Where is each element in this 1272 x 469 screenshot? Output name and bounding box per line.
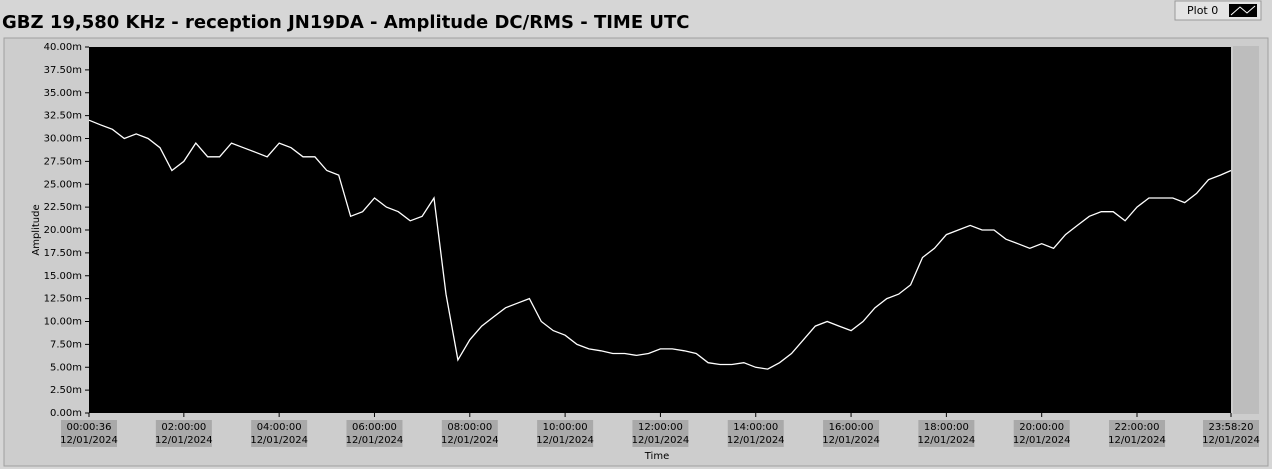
y-tick-label: 25.00m bbox=[44, 179, 82, 190]
x-tick-date: 12/01/2024 bbox=[60, 435, 118, 446]
x-tick-date: 12/01/2024 bbox=[441, 435, 499, 446]
y-tick-label: 5.00m bbox=[50, 362, 82, 373]
y-tick-label: 32.50m bbox=[44, 111, 82, 122]
x-tick-label: 22:00:00 bbox=[1115, 422, 1160, 433]
x-tick-date: 12/01/2024 bbox=[822, 435, 880, 446]
x-tick-label: 23:58:20 bbox=[1209, 422, 1254, 433]
y-tick-label: 35.00m bbox=[44, 88, 82, 99]
plot-area bbox=[89, 47, 1231, 413]
x-tick-bg bbox=[823, 420, 880, 447]
x-tick-bg bbox=[155, 420, 212, 447]
y-tick-label: 15.00m bbox=[44, 271, 82, 282]
x-tick-date: 12/01/2024 bbox=[155, 435, 213, 446]
x-tick-label: 10:00:00 bbox=[543, 422, 588, 433]
x-tick-bg bbox=[918, 420, 975, 447]
x-tick-label: 06:00:00 bbox=[352, 422, 397, 433]
x-tick-date: 12/01/2024 bbox=[1013, 435, 1071, 446]
x-tick-date: 12/01/2024 bbox=[1108, 435, 1166, 446]
x-tick-bg bbox=[727, 420, 784, 447]
x-tick-bg bbox=[632, 420, 689, 447]
side-strip bbox=[1233, 46, 1259, 414]
x-tick-bg bbox=[1109, 420, 1166, 447]
y-tick-label: 40.00m bbox=[44, 42, 82, 53]
x-tick-label: 00:00:36 bbox=[67, 422, 112, 433]
y-tick-label: 22.50m bbox=[44, 202, 82, 213]
y-tick-label: 37.50m bbox=[44, 65, 82, 76]
x-tick-label: 18:00:00 bbox=[924, 422, 969, 433]
x-tick-date: 12/01/2024 bbox=[346, 435, 404, 446]
x-axis-label: Time bbox=[644, 451, 669, 462]
legend-swatch bbox=[1229, 4, 1257, 17]
chart-title: GBZ 19,580 KHz - reception JN19DA - Ampl… bbox=[2, 12, 690, 33]
x-tick-bg bbox=[61, 420, 117, 447]
x-tick-bg bbox=[346, 420, 403, 447]
x-tick-date: 12/01/2024 bbox=[918, 435, 976, 446]
x-tick-label: 08:00:00 bbox=[447, 422, 492, 433]
y-tick-label: 2.50m bbox=[50, 385, 82, 396]
x-tick-label: 02:00:00 bbox=[161, 422, 206, 433]
x-tick-bg bbox=[1203, 420, 1259, 447]
y-tick-label: 17.50m bbox=[44, 248, 82, 259]
legend-label: Plot 0 bbox=[1187, 4, 1218, 17]
x-tick-bg bbox=[537, 420, 594, 447]
y-tick-label: 27.50m bbox=[44, 156, 82, 167]
x-tick-label: 12:00:00 bbox=[638, 422, 683, 433]
x-tick-bg bbox=[441, 420, 498, 447]
x-tick-label: 16:00:00 bbox=[829, 422, 874, 433]
y-tick-label: 20.00m bbox=[44, 225, 82, 236]
x-tick-date: 12/01/2024 bbox=[250, 435, 308, 446]
y-tick-label: 10.00m bbox=[44, 317, 82, 328]
x-tick-bg bbox=[1013, 420, 1070, 447]
x-tick-date: 12/01/2024 bbox=[1202, 435, 1260, 446]
x-tick-date: 12/01/2024 bbox=[536, 435, 594, 446]
legend-line bbox=[1230, 5, 1256, 16]
x-tick-label: 14:00:00 bbox=[733, 422, 778, 433]
x-tick-date: 12/01/2024 bbox=[727, 435, 785, 446]
x-tick-bg bbox=[251, 420, 308, 447]
data-line bbox=[88, 119, 1232, 370]
y-tick-label: 12.50m bbox=[44, 294, 82, 305]
y-tick-label: 30.00m bbox=[44, 134, 82, 145]
y-tick-label: 0.00m bbox=[50, 408, 82, 419]
x-tick-label: 20:00:00 bbox=[1019, 422, 1064, 433]
y-tick-label: 7.50m bbox=[50, 339, 82, 350]
x-tick-date: 12/01/2024 bbox=[632, 435, 690, 446]
x-tick-label: 04:00:00 bbox=[257, 422, 302, 433]
y-axis-label: Amplitude bbox=[31, 204, 42, 255]
